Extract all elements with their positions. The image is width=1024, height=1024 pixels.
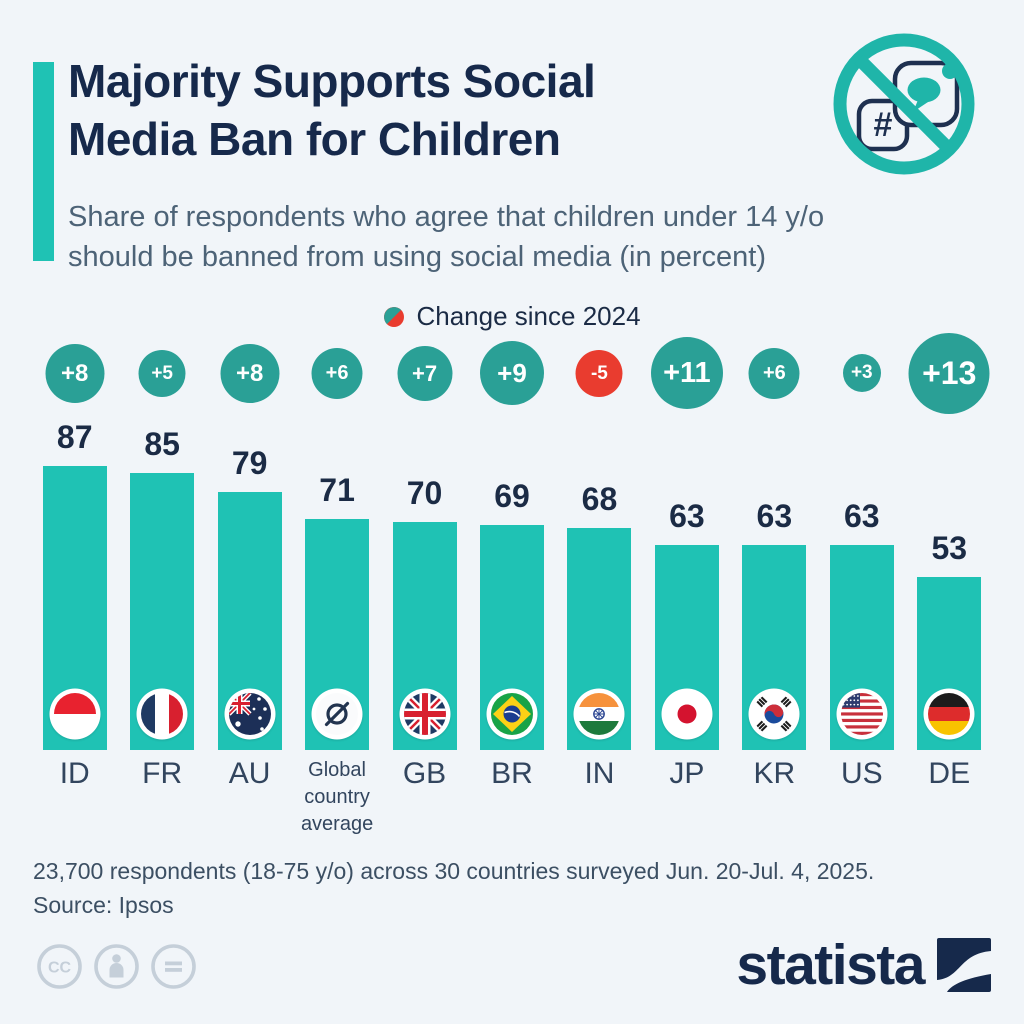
cc-nd-icon xyxy=(150,943,197,995)
change-badge: -5 xyxy=(575,350,623,397)
legend-split-dot-icon xyxy=(383,306,405,328)
title-accent-bar xyxy=(33,62,54,261)
bar-column: +6 63 KR xyxy=(731,338,818,790)
bar-column: +8 79 AU xyxy=(206,338,293,790)
bar-column: +11 63 JP xyxy=(643,337,730,790)
bar-label: DE xyxy=(928,757,971,790)
change-badge: +11 xyxy=(650,337,723,409)
bar-label: KR xyxy=(753,757,796,790)
bar-label: IN xyxy=(584,757,615,790)
page-title: Majority Supports Social Media Ban for C… xyxy=(68,52,596,168)
bar-value: 71 xyxy=(319,472,355,508)
license-icons: CC xyxy=(36,943,197,995)
bar-label: GB xyxy=(402,757,447,790)
bar-value: 63 xyxy=(669,498,705,534)
change-badge: +7 xyxy=(397,346,453,401)
flag-us-icon xyxy=(836,688,888,740)
cc-license-icon: CC xyxy=(36,943,83,995)
bar-label: FR xyxy=(142,757,183,790)
flag-au-icon xyxy=(224,688,276,740)
change-badge: +5 xyxy=(138,350,186,397)
bar-column: +9 69 BR xyxy=(468,338,555,790)
title-line-2: Media Ban for Children xyxy=(68,113,561,165)
bar-column: -5 68 IN xyxy=(556,338,643,790)
flag-fr-icon xyxy=(136,688,188,740)
flag-in-icon xyxy=(573,688,625,740)
bar-column: +7 70 GB xyxy=(381,338,468,790)
change-badge: +8 xyxy=(220,344,280,403)
change-badge: +3 xyxy=(842,354,881,392)
legend-label: Change since 2024 xyxy=(416,301,641,331)
bar-value: 69 xyxy=(494,478,530,514)
bar-label: JP xyxy=(669,757,705,790)
bar-label: US xyxy=(840,757,883,790)
footer-source: Source: Ipsos xyxy=(33,892,174,918)
change-badge: +6 xyxy=(311,348,363,399)
bar-label: AU xyxy=(228,757,271,790)
change-badge: +8 xyxy=(45,344,105,403)
flag-gb-icon xyxy=(399,688,451,740)
bar-value: 79 xyxy=(231,445,268,481)
subtitle-line-2: should be banned from using social media… xyxy=(68,241,767,273)
footer: 23,700 respondents (18-75 y/o) across 30… xyxy=(33,854,874,922)
bar-value: 87 xyxy=(56,419,93,455)
legend: Change since 2024 xyxy=(0,301,1024,332)
change-badge: +6 xyxy=(748,348,800,399)
bar-column: +13 53 DE xyxy=(906,333,993,790)
bar-column: +6 71 Global country average xyxy=(293,338,380,835)
flag-kr-icon xyxy=(748,688,800,740)
change-badge: +13 xyxy=(908,333,990,414)
subtitle-line-1: Share of respondents who agree that chil… xyxy=(68,201,825,233)
bar-label: Global country average xyxy=(300,759,374,835)
bar-label: BR xyxy=(491,757,533,790)
bar-value: 70 xyxy=(406,475,443,511)
change-badge: +9 xyxy=(479,341,544,405)
bar-column: +5 85 FR xyxy=(118,338,205,790)
bar-label: ID xyxy=(59,757,90,790)
no-social-media-icon: # xyxy=(828,28,980,180)
flag-de-icon xyxy=(923,688,975,740)
bar-value: 63 xyxy=(756,498,793,534)
footer-note: 23,700 respondents (18-75 y/o) across 30… xyxy=(33,858,875,884)
page-subtitle: Share of respondents who agree that chil… xyxy=(68,197,824,277)
statista-logo-icon xyxy=(937,938,991,992)
svg-text:CC: CC xyxy=(48,960,72,977)
bar-value: 68 xyxy=(581,481,618,517)
title-line-1: Majority Supports Social xyxy=(68,55,596,107)
flag-id-icon xyxy=(49,688,101,740)
cc-by-icon xyxy=(93,943,140,995)
bar-value: 85 xyxy=(144,426,180,462)
bar-column: +8 87 ID xyxy=(31,338,118,790)
statista-logo: statista xyxy=(736,932,991,998)
bar-value: 53 xyxy=(931,530,968,566)
bar-chart: +8 87 ID +5 85 FR +8 79 AU +6 71 Global country a… xyxy=(31,333,993,835)
bar-value: 63 xyxy=(844,498,880,534)
statista-wordmark: statista xyxy=(736,933,925,997)
svg-text:#: # xyxy=(874,106,893,144)
flag-br-icon xyxy=(486,688,538,740)
flag-jp-icon xyxy=(661,688,713,740)
bar-column: +3 63 US xyxy=(818,338,905,790)
flag-avg-icon xyxy=(311,688,363,740)
